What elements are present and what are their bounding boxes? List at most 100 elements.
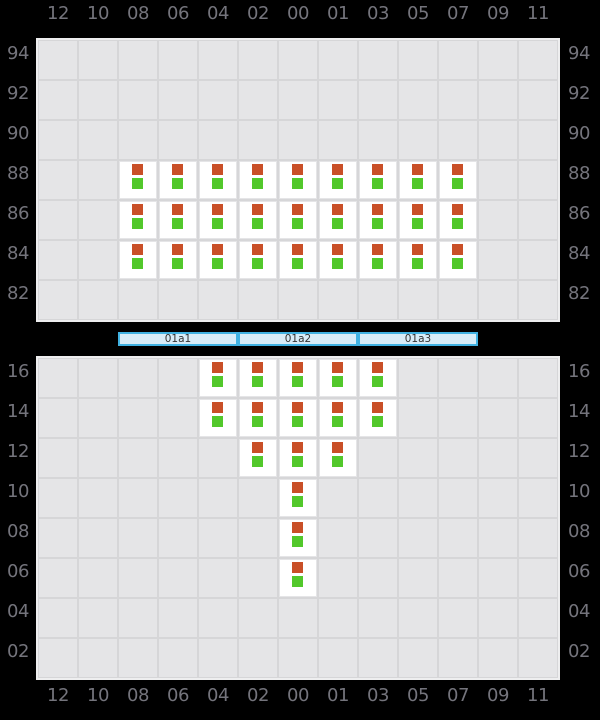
slot-86-11 [518,200,558,240]
cargo-marker-top-icon [412,204,423,215]
container-14-03[interactable] [360,400,396,436]
container-84-07[interactable] [440,242,476,278]
container-84-08[interactable] [120,242,156,278]
container-88-03[interactable] [360,162,396,198]
hatch-cover-01a1[interactable]: 01a1 [118,332,238,346]
slot-14-10 [78,398,118,438]
container-84-02[interactable] [240,242,276,278]
slot-82-11 [518,280,558,320]
slot-82-05 [398,280,438,320]
slot-10-09 [478,478,518,518]
container-12-02[interactable] [240,440,276,476]
tier-label-08: 08 [568,521,590,542]
container-86-04[interactable] [200,202,236,238]
slot-02-10 [78,638,118,678]
container-88-08[interactable] [120,162,156,198]
cargo-marker-bottom-icon [172,218,183,229]
slot-06-11 [518,558,558,598]
hatch-cover-01a3[interactable]: 01a3 [358,332,478,346]
container-16-01[interactable] [320,360,356,396]
slot-02-05 [398,638,438,678]
tier-label-02: 02 [568,641,590,662]
container-16-04[interactable] [200,360,236,396]
container-84-06[interactable] [160,242,196,278]
container-16-03[interactable] [360,360,396,396]
slot-86-06 [158,200,198,240]
column-label-01: 01 [327,685,349,706]
column-label-07: 07 [447,3,469,24]
slot-86-07 [438,200,478,240]
container-88-00[interactable] [280,162,316,198]
container-84-03[interactable] [360,242,396,278]
slot-10-04 [198,478,238,518]
cargo-marker-bottom-icon [452,258,463,269]
container-86-01[interactable] [320,202,356,238]
cargo-marker-bottom-icon [132,258,143,269]
container-86-08[interactable] [120,202,156,238]
cargo-marker-bottom-icon [252,218,263,229]
column-label-06: 06 [167,685,189,706]
slot-10-12 [38,478,78,518]
cargo-marker-top-icon [372,402,383,413]
slot-06-06 [158,558,198,598]
container-14-01[interactable] [320,400,356,436]
slot-84-08 [118,240,158,280]
container-16-02[interactable] [240,360,276,396]
container-86-02[interactable] [240,202,276,238]
slot-12-05 [398,438,438,478]
container-14-04[interactable] [200,400,236,436]
slot-10-06 [158,478,198,518]
container-06-00[interactable] [280,560,316,596]
hatch-cover-01a2[interactable]: 01a2 [238,332,358,346]
container-88-07[interactable] [440,162,476,198]
container-84-05[interactable] [400,242,436,278]
container-88-02[interactable] [240,162,276,198]
container-86-05[interactable] [400,202,436,238]
cargo-marker-top-icon [212,244,223,255]
cargo-marker-bottom-icon [292,416,303,427]
slot-02-07 [438,638,478,678]
container-88-06[interactable] [160,162,196,198]
slot-04-07 [438,598,478,638]
slot-04-06 [158,598,198,638]
cargo-marker-top-icon [292,244,303,255]
container-88-01[interactable] [320,162,356,198]
container-16-00[interactable] [280,360,316,396]
slot-86-08 [118,200,158,240]
slot-86-12 [38,200,78,240]
slot-12-12 [38,438,78,478]
column-label-08: 08 [127,685,149,706]
tier-label-16: 16 [7,361,29,382]
container-84-00[interactable] [280,242,316,278]
hold-section-grid [36,356,560,680]
column-label-04: 04 [207,685,229,706]
container-86-00[interactable] [280,202,316,238]
container-88-04[interactable] [200,162,236,198]
slot-88-03 [358,160,398,200]
tier-label-82: 82 [7,283,29,304]
slot-92-12 [38,80,78,120]
container-12-00[interactable] [280,440,316,476]
slot-82-03 [358,280,398,320]
container-88-05[interactable] [400,162,436,198]
container-14-00[interactable] [280,400,316,436]
container-86-07[interactable] [440,202,476,238]
hatch-cover-row: 01a1 01a2 01a3 [118,332,478,346]
tier-label-14: 14 [7,401,29,422]
container-08-00[interactable] [280,520,316,556]
column-label-02: 02 [247,3,269,24]
container-84-04[interactable] [200,242,236,278]
hold-tier-labels-right: 16 14 12 10 08 06 04 02 [559,358,599,678]
cargo-marker-bottom-icon [332,416,343,427]
container-10-00[interactable] [280,480,316,516]
container-86-03[interactable] [360,202,396,238]
slot-94-07 [438,40,478,80]
container-84-01[interactable] [320,242,356,278]
cargo-marker-top-icon [132,164,143,175]
cargo-marker-top-icon [212,402,223,413]
container-12-01[interactable] [320,440,356,476]
container-14-02[interactable] [240,400,276,436]
container-86-06[interactable] [160,202,196,238]
tier-label-94: 94 [568,43,590,64]
slot-86-01 [318,200,358,240]
